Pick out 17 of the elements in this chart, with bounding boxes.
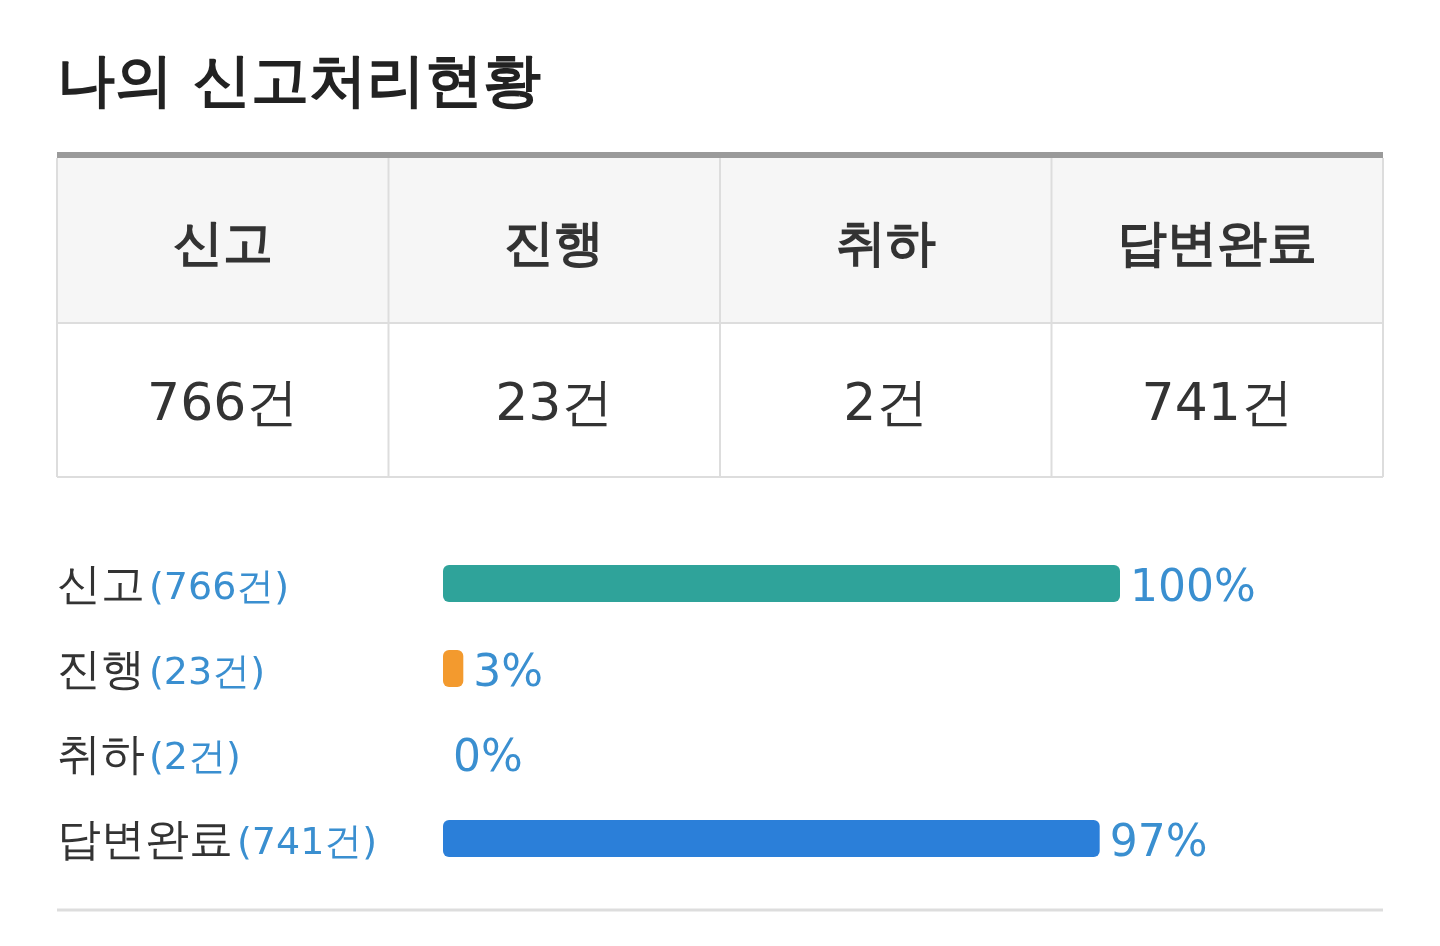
data-label: 0% bbox=[453, 730, 523, 781]
text: 766건 bbox=[147, 372, 299, 432]
category-label: 취하 bbox=[835, 214, 936, 272]
text: 2건 bbox=[843, 372, 929, 432]
y-tick-label: 답변완료(741건) bbox=[57, 813, 378, 864]
text: 741건 bbox=[1141, 372, 1293, 432]
category-label: 진행 bbox=[504, 214, 605, 272]
text: 나의 신고처리현황 bbox=[57, 46, 542, 114]
data-label: 100% bbox=[1130, 560, 1256, 611]
y-tick-label: 취하(2건) bbox=[57, 728, 241, 779]
y-tick-label: 신고(766건) bbox=[57, 558, 290, 609]
text: 23건 bbox=[495, 372, 614, 432]
category-label: 신고 bbox=[172, 214, 273, 272]
data-label: 3% bbox=[473, 645, 544, 696]
category-label: 답변완료 bbox=[1117, 214, 1318, 272]
y-tick-label: 진행(23건) bbox=[57, 643, 266, 694]
data-label: 97% bbox=[1109, 815, 1208, 866]
